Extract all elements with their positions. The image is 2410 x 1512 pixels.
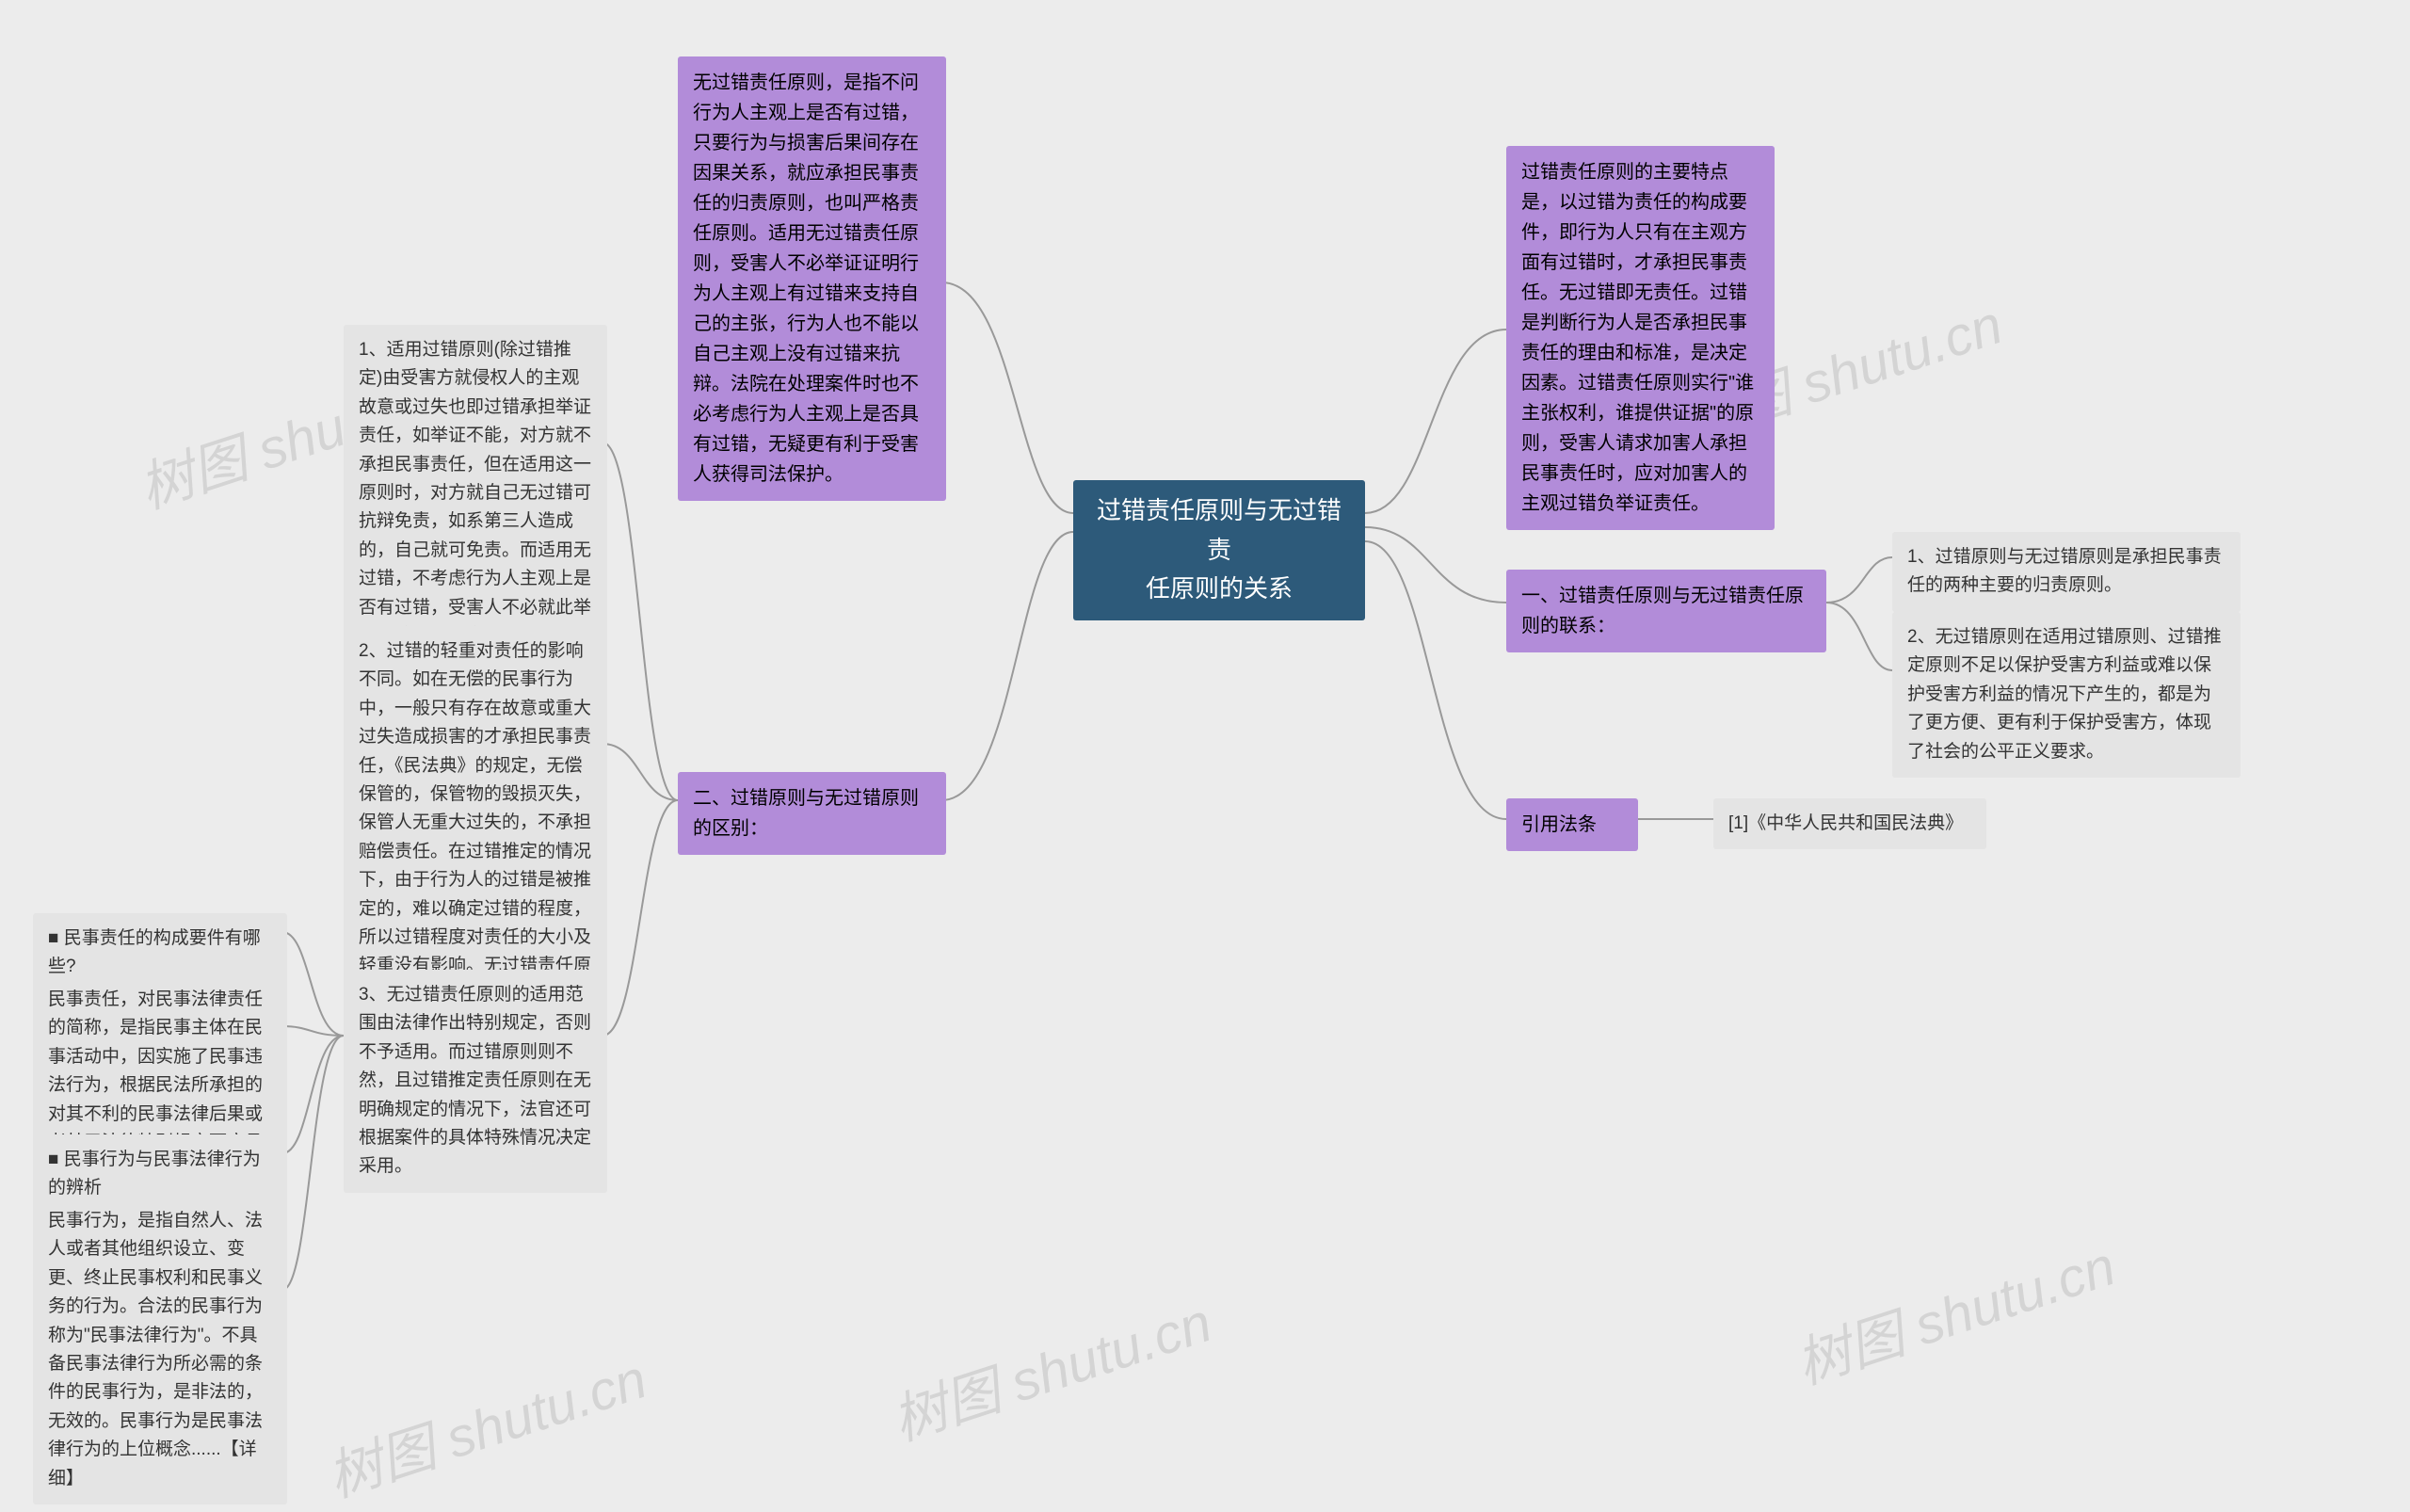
citation-text: [1]《中华人民共和国民法典》	[1728, 813, 1963, 833]
citation-title-text: 引用法条	[1521, 814, 1597, 835]
link1-node[interactable]: 1、过错原则与无过错原则是承担民事责任的两种主要的归责原则。	[1892, 532, 2241, 612]
section2-title-node[interactable]: 二、过错原则与无过错原则的区别：	[678, 772, 946, 855]
diff3-node[interactable]: 3、无过错责任原则的适用范围由法律作出特别规定，否则不予适用。而过错原则则不然，…	[344, 970, 607, 1193]
section1-title-text: 一、过错责任原则与无过错责任原则的联系：	[1521, 586, 1804, 636]
sub-q2-text: ■ 民事行为与民事法律行为的辨析	[48, 1150, 261, 1198]
right-intro-text: 过错责任原则的主要特点是，以过错为责任的构成要件，即行为人只有在主观方面有过错时…	[1521, 162, 1754, 514]
root-node[interactable]: 过错责任原则与无过错责 任原则的关系	[1073, 480, 1365, 620]
watermark: 树图 shutu.cn	[316, 1335, 655, 1512]
link2-node[interactable]: 2、无过错原则在适用过错原则、过错推定原则不足以保护受害方利益或难以保护受害方利…	[1892, 612, 2241, 778]
watermark: 树图 shutu.cn	[881, 1279, 1220, 1456]
sub-a2-text: 民事行为，是指自然人、法人或者其他组织设立、变更、终止民事权利和民事义务的行为。…	[48, 1211, 263, 1488]
link1-text: 1、过错原则与无过错原则是承担民事责任的两种主要的归责原则。	[1907, 547, 2222, 595]
watermark: 树图 shutu.cn	[1785, 1222, 2124, 1399]
section1-title-node[interactable]: 一、过错责任原则与无过错责任原则的联系：	[1506, 570, 1826, 652]
root-title-line1: 过错责任原则与无过错责	[1088, 491, 1350, 570]
citation-title-node[interactable]: 引用法条	[1506, 798, 1638, 851]
left-intro-node[interactable]: 无过错责任原则，是指不问行为人主观上是否有过错，只要行为与损害后果间存在因果关系…	[678, 56, 946, 501]
root-title-line2: 任原则的关系	[1088, 570, 1350, 609]
left-intro-text: 无过错责任原则，是指不问行为人主观上是否有过错，只要行为与损害后果间存在因果关系…	[693, 72, 919, 485]
section2-title-text: 二、过错原则与无过错原则的区别：	[693, 788, 919, 839]
sub-a2-node[interactable]: 民事行为，是指自然人、法人或者其他组织设立、变更、终止民事权利和民事义务的行为。…	[33, 1196, 287, 1504]
right-intro-node[interactable]: 过错责任原则的主要特点是，以过错为责任的构成要件，即行为人只有在主观方面有过错时…	[1506, 146, 1775, 530]
link2-text: 2、无过错原则在适用过错原则、过错推定原则不足以保护受害方利益或难以保护受害方利…	[1907, 627, 2222, 762]
citation-text-node[interactable]: [1]《中华人民共和国民法典》	[1713, 798, 1986, 849]
diff3-text: 3、无过错责任原则的适用范围由法律作出特别规定，否则不予适用。而过错原则则不然，…	[359, 985, 591, 1176]
sub-q1-text: ■ 民事责任的构成要件有哪些?	[48, 928, 261, 976]
